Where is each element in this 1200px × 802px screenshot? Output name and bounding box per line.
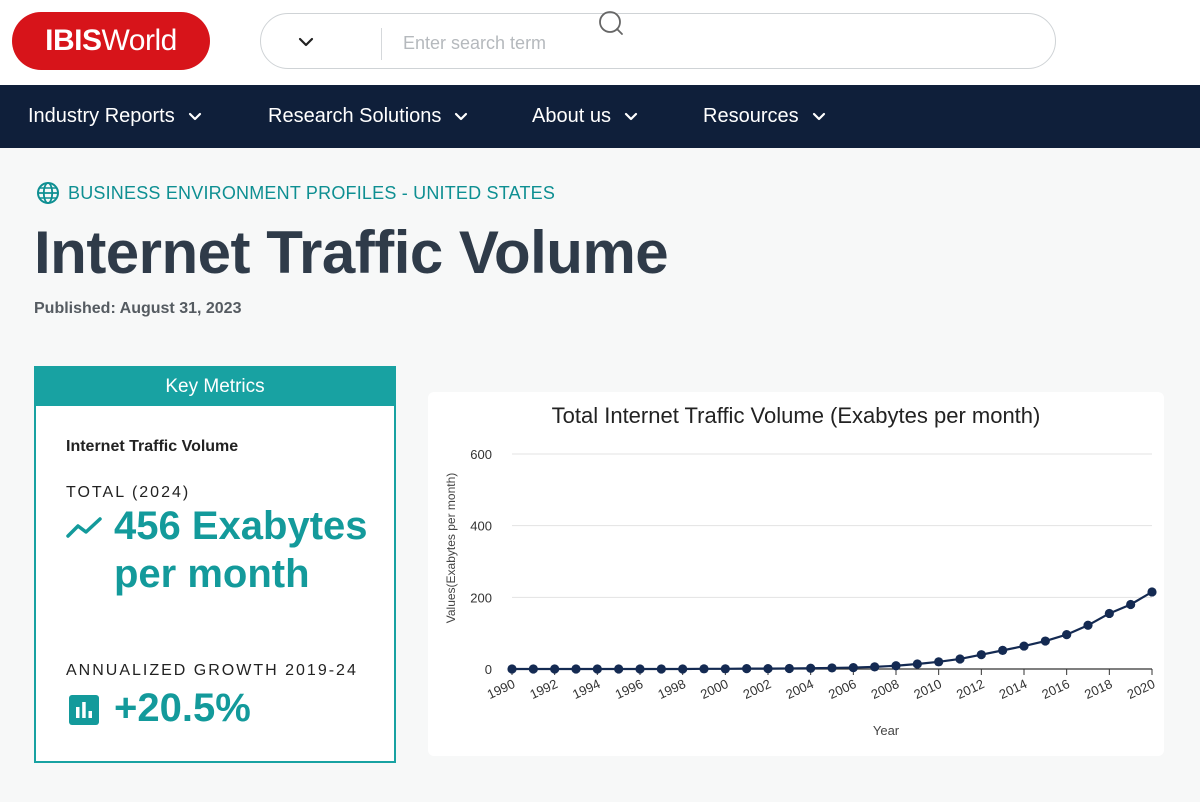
- logo-text-world: World: [101, 24, 178, 57]
- data-point[interactable]: [571, 664, 581, 674]
- x-tick-label: 1992: [527, 676, 560, 702]
- growth-value: +20.5%: [114, 686, 251, 730]
- main-nav: Industry Reports Research Solutions Abou…: [0, 85, 1200, 148]
- y-tick-label: 0: [485, 662, 492, 677]
- data-point[interactable]: [656, 664, 666, 674]
- data-point[interactable]: [507, 664, 517, 674]
- data-point[interactable]: [614, 664, 624, 674]
- total-value: 456 Exabytes per month: [114, 504, 368, 596]
- chevron-down-icon: [624, 112, 638, 120]
- search-bar: [260, 11, 1056, 69]
- data-point[interactable]: [998, 645, 1008, 655]
- nav-label: About us: [532, 105, 611, 127]
- data-point[interactable]: [976, 650, 986, 660]
- data-point[interactable]: [699, 664, 709, 674]
- line-chart: Total Internet Traffic Volume (Exabytes …: [444, 403, 1158, 738]
- nav-label: Industry Reports: [28, 105, 175, 127]
- data-point[interactable]: [806, 663, 816, 673]
- y-axis-label: Values(Exabytes per month): [444, 473, 458, 624]
- x-tick-label: 2002: [741, 676, 774, 702]
- top-header: IBIS World: [0, 0, 1200, 85]
- data-point[interactable]: [827, 663, 837, 673]
- breadcrumb[interactable]: BUSINESS ENVIRONMENT PROFILES - UNITED S…: [36, 180, 555, 206]
- page-title: Internet Traffic Volume: [34, 219, 669, 286]
- x-tick-label: 2006: [826, 676, 859, 702]
- x-tick-label: 2008: [869, 676, 902, 702]
- data-point[interactable]: [742, 664, 752, 674]
- data-point[interactable]: [1147, 587, 1157, 597]
- data-point[interactable]: [1104, 608, 1114, 619]
- chevron-down-icon: [812, 112, 825, 120]
- x-tick-label: 2010: [911, 676, 944, 702]
- data-point[interactable]: [763, 664, 773, 674]
- data-point[interactable]: [592, 664, 602, 674]
- search-icon[interactable]: [597, 8, 625, 36]
- search-divider: [381, 28, 382, 60]
- breadcrumb-text: BUSINESS ENVIRONMENT PROFILES - UNITED S…: [68, 182, 556, 203]
- series-line: [512, 591, 1153, 671]
- trend-line-icon: [66, 517, 102, 538]
- data-point[interactable]: [912, 659, 922, 669]
- data-point[interactable]: [870, 662, 880, 672]
- data-point[interactable]: [550, 664, 560, 674]
- y-tick-label: 400: [470, 519, 492, 534]
- chart-title: Total Internet Traffic Volume (Exabytes …: [552, 403, 1041, 428]
- search-input[interactable]: [401, 26, 1005, 60]
- key-metrics-header: Key Metrics: [36, 368, 394, 406]
- search-category-dropdown-icon[interactable]: [295, 32, 317, 52]
- data-point[interactable]: [1062, 630, 1072, 640]
- data-point[interactable]: [891, 661, 901, 671]
- total-label: TOTAL (2024): [66, 484, 191, 501]
- nav-industry-reports[interactable]: Industry Reports: [28, 85, 203, 148]
- y-tick-label: 200: [470, 590, 492, 605]
- data-point[interactable]: [1126, 599, 1136, 610]
- key-metrics-card: Key Metrics Internet Traffic Volume TOTA…: [34, 366, 396, 763]
- chevron-down-icon: [455, 112, 468, 120]
- chevron-down-icon: [188, 112, 201, 120]
- bar-chart-icon: [69, 695, 99, 725]
- x-tick-label: 2016: [1039, 676, 1072, 702]
- data-point[interactable]: [678, 664, 688, 674]
- nav-about-us[interactable]: About us: [532, 85, 639, 148]
- growth-label: ANNUALIZED GROWTH 2019-24: [66, 662, 358, 679]
- metric-name: Internet Traffic Volume: [66, 438, 239, 455]
- x-tick-label: 2020: [1125, 676, 1158, 702]
- x-tick-label: 2004: [783, 676, 816, 702]
- data-point[interactable]: [528, 664, 538, 674]
- data-point[interactable]: [635, 664, 645, 674]
- x-tick-label: 2000: [698, 676, 731, 702]
- data-point[interactable]: [848, 662, 858, 673]
- y-ticks: 0 200 400 600: [470, 447, 492, 677]
- data-point[interactable]: [720, 664, 730, 674]
- x-tick-label: 2014: [997, 676, 1030, 702]
- nav-research-solutions[interactable]: Research Solutions: [268, 85, 469, 148]
- published-label: Published:: [34, 300, 116, 317]
- x-tick-label: 1996: [613, 676, 646, 702]
- data-point[interactable]: [955, 654, 965, 664]
- chart-series: [507, 587, 1157, 674]
- nav-label: Research Solutions: [268, 105, 442, 127]
- globe-icon: [37, 182, 59, 204]
- traffic-chart: Total Internet Traffic Volume (Exabytes …: [428, 392, 1164, 756]
- x-tick-label: 1998: [655, 676, 688, 702]
- x-tick-label: 1994: [570, 676, 603, 702]
- y-tick-label: 600: [470, 447, 492, 462]
- published-date: Published: August 31, 2023: [34, 300, 241, 318]
- x-axis-label: Year: [873, 723, 900, 738]
- published-value: August 31, 2023: [119, 300, 242, 317]
- data-point[interactable]: [1083, 620, 1093, 630]
- data-point[interactable]: [934, 657, 944, 667]
- logo-text-ibis: IBIS: [45, 24, 102, 57]
- data-point[interactable]: [1040, 636, 1050, 646]
- data-point[interactable]: [1019, 641, 1029, 651]
- nav-resources[interactable]: Resources: [703, 85, 827, 148]
- x-ticks: 1990 1992 1994 1996 1998 2000 2002 2004 2006 2008…: [485, 669, 1158, 702]
- data-point[interactable]: [784, 663, 794, 674]
- nav-label: Resources: [703, 105, 799, 127]
- ibisworld-logo[interactable]: IBIS World: [12, 12, 210, 70]
- x-tick-label: 1990: [485, 676, 518, 702]
- x-tick-label: 2012: [954, 676, 987, 702]
- x-tick-label: 2018: [1082, 676, 1115, 702]
